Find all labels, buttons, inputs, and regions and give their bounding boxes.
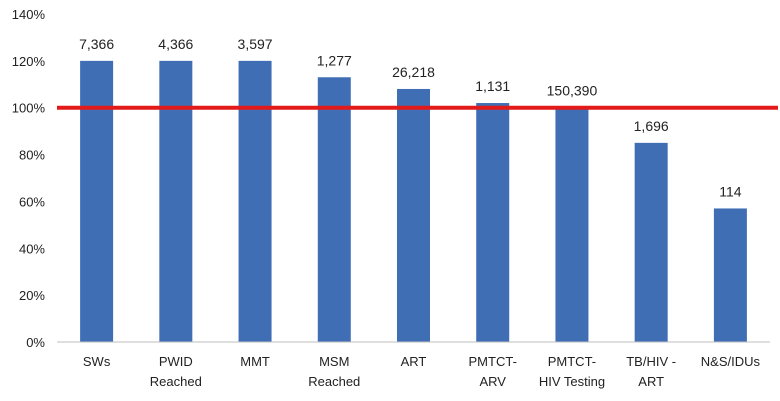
y-tick-label: 40% xyxy=(19,241,45,256)
y-tick-label: 80% xyxy=(19,148,45,163)
data-label: 4,366 xyxy=(158,36,193,52)
bar xyxy=(397,88,430,342)
x-tick-label: MMT xyxy=(240,354,270,369)
bar xyxy=(713,208,747,342)
x-axis: SWs PWID Reached MMT MSM Reached ART PMTCT-ARV P… xyxy=(83,354,761,389)
data-label: 3,597 xyxy=(238,36,273,52)
data-label: 1,131 xyxy=(475,78,510,94)
data-labels: 7,366 4,366 3,597 1,277 26,218 1,131 150,390 1,… xyxy=(79,36,742,200)
bar xyxy=(80,60,114,342)
y-tick-label: 20% xyxy=(19,288,45,303)
bar xyxy=(555,107,589,342)
data-label: 7,366 xyxy=(79,36,114,52)
x-tick-label: TB/HIV -ART xyxy=(626,354,676,389)
x-tick-label: SWs xyxy=(83,354,111,369)
y-tick-label: 120% xyxy=(12,54,46,69)
y-tick-label: 60% xyxy=(19,194,45,209)
x-tick-label: ART xyxy=(401,354,427,369)
y-tick-label: 0% xyxy=(26,335,45,350)
bar xyxy=(476,103,510,343)
data-label: 1,277 xyxy=(317,52,352,68)
y-axis: 0% 20% 40% 60% 80% 100% 120% 140% xyxy=(12,7,46,350)
bar xyxy=(317,77,351,342)
y-tick-label: 100% xyxy=(12,101,46,116)
bar xyxy=(634,142,668,342)
x-tick-label: N&S/IDUs xyxy=(701,354,761,369)
data-label: 114 xyxy=(719,183,742,199)
data-label: 150,390 xyxy=(547,83,598,99)
x-tick-label: PMTCT-HIV Testing xyxy=(539,354,605,389)
bar-series xyxy=(80,60,747,343)
data-label: 1,696 xyxy=(634,118,669,134)
bar xyxy=(159,60,193,342)
x-tick-label: PMTCT-ARV xyxy=(469,354,517,389)
x-tick-label: MSM Reached xyxy=(308,354,360,389)
data-label: 26,218 xyxy=(392,64,435,80)
bar xyxy=(238,60,272,342)
x-tick-label: PWID Reached xyxy=(150,354,202,389)
y-tick-label: 140% xyxy=(12,7,46,22)
